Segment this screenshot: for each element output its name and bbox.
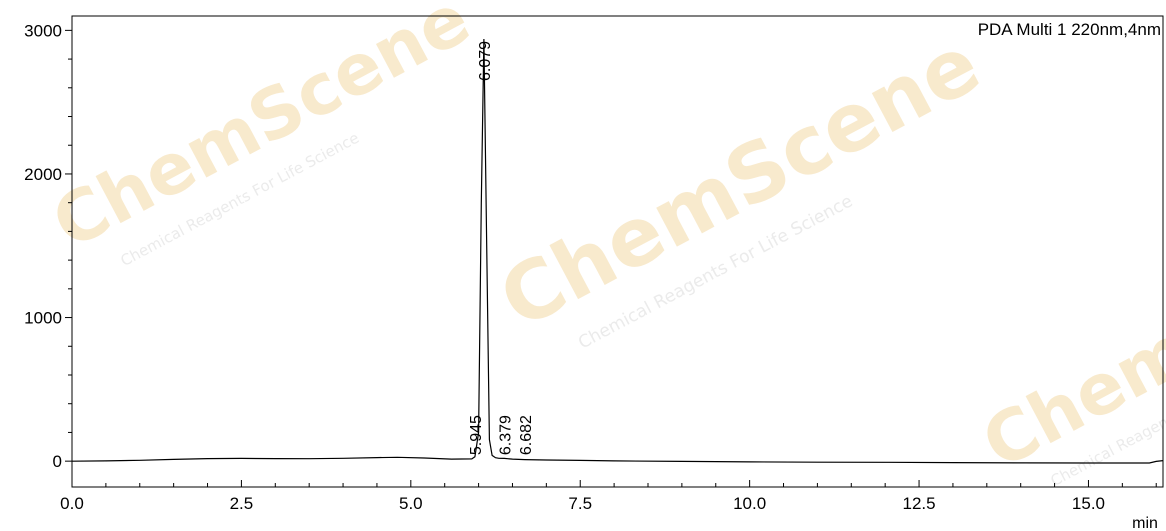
x-tick-label: 7.5: [568, 494, 592, 513]
y-tick-label: 0: [53, 452, 62, 471]
peak-label: 6.682: [518, 415, 535, 455]
peak-label: 6.379: [497, 415, 514, 455]
x-tick-label: 0.0: [60, 494, 84, 513]
x-tick-label: 2.5: [230, 494, 254, 513]
peak-label: 5.945: [468, 415, 485, 455]
x-tick-label: 10.0: [733, 494, 766, 513]
watermark-brand-text: ChemScene: [485, 16, 995, 346]
y-axis-ticks: 0 1000 2000 3000: [24, 21, 72, 471]
y-tick-label: 2000: [24, 165, 62, 184]
chromatogram-trace: [71, 38, 1164, 464]
plot-area: 0.0 2.5 5.0 7.5 10.0 12.5 15.0 0 1000 2000 3000: [24, 15, 1164, 513]
y-tick-label: 3000: [24, 21, 62, 40]
x-axis-unit-label: min: [1132, 515, 1158, 531]
y-tick-label: 1000: [24, 309, 62, 328]
legend-label: PDA Multi 1 220nm,4nm: [978, 20, 1161, 39]
peak-label: 6.079: [477, 41, 494, 81]
x-tick-label: 12.5: [903, 494, 936, 513]
x-tick-label: 15.0: [1072, 494, 1105, 513]
watermark-brand-text: ChemScene: [39, 0, 482, 265]
series-layer: [71, 38, 1164, 464]
peak-labels: 5.945 6.079 6.379 6.682: [468, 41, 535, 455]
plot-frame: [71, 15, 1164, 488]
x-tick-label: 5.0: [399, 494, 423, 513]
x-axis-ticks: 0.0 2.5 5.0 7.5 10.0 12.5 15.0: [60, 480, 1157, 513]
